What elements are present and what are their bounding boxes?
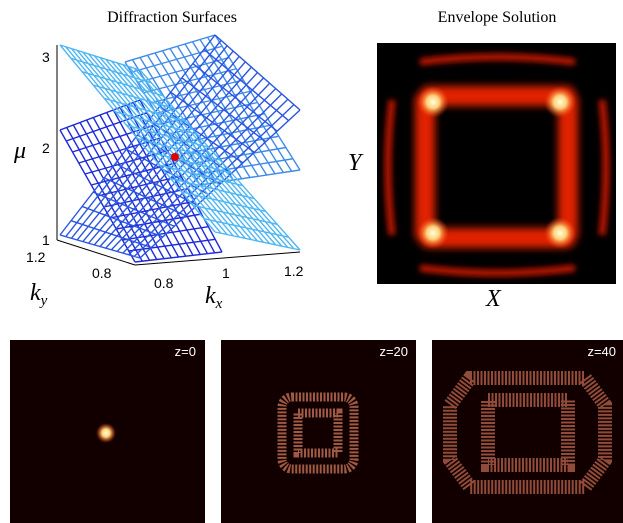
kx-tick-label: 1.2 xyxy=(284,263,304,279)
ky-tick-label: 0.8 xyxy=(92,265,112,281)
frame xyxy=(221,340,416,523)
ky-subscript: y xyxy=(39,293,48,309)
kx-axis-label: kx xyxy=(205,283,223,312)
frame-label: z=40 xyxy=(587,344,616,359)
panel-title: Diffraction Surfaces xyxy=(107,9,237,26)
z-tick-label: 2 xyxy=(42,140,50,156)
x-axis-label: X xyxy=(485,286,502,312)
frame xyxy=(432,340,623,523)
ky-axis-label: ky xyxy=(30,280,48,309)
ky-tick-label: 1.2 xyxy=(26,249,46,265)
frame-label: z=20 xyxy=(379,344,408,359)
ky-label: k xyxy=(30,280,41,306)
z-axis-label: μ xyxy=(13,138,26,164)
frame xyxy=(10,340,205,523)
envelope-image xyxy=(377,43,616,284)
z-tick-label: 1 xyxy=(42,232,50,248)
frame-label: z=0 xyxy=(175,344,196,359)
y-axis-label: Y xyxy=(348,150,364,176)
z-tick-label: 3 xyxy=(42,49,50,65)
marker-point xyxy=(171,153,179,161)
kx-tick-label: 1 xyxy=(222,265,230,281)
kx-tick-label: 0.8 xyxy=(154,275,174,291)
kx-label: k xyxy=(205,283,216,309)
panel-title: Envelope Solution xyxy=(438,9,557,26)
surface-plot xyxy=(57,35,300,265)
kx-subscript: x xyxy=(215,296,223,312)
figure: Diffraction Surfaces Envelope Solution 3… xyxy=(0,0,623,523)
